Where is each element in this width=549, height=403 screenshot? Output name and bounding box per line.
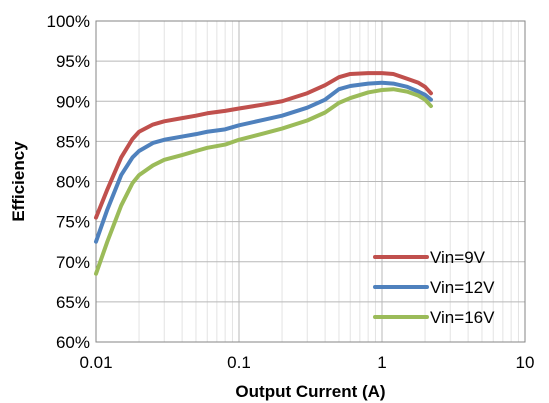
legend-label-1: Vin=9V xyxy=(430,248,486,267)
x-tick-label: 0.1 xyxy=(227,353,251,372)
x-axis-title: Output Current (A) xyxy=(235,382,385,401)
y-tick-labels: 60% 65% 70% 75% 80% 85% 90% 95% 100% xyxy=(47,12,90,352)
series-line-3 xyxy=(94,87,433,276)
x-tick-labels: 0.01 0.1 1 10 xyxy=(79,353,534,372)
y-tick-label: 90% xyxy=(56,92,90,111)
x-tick-label: 1 xyxy=(377,353,386,372)
legend-label-2: Vin=12V xyxy=(430,278,495,297)
legend: Vin=9V Vin=12V Vin=16V xyxy=(373,248,495,327)
x-tick-label: 0.01 xyxy=(79,353,112,372)
y-tick-label: 65% xyxy=(56,293,90,312)
y-tick-label: 95% xyxy=(56,52,90,71)
y-tick-label: 75% xyxy=(56,213,90,232)
legend-label-3: Vin=16V xyxy=(430,308,495,327)
y-tick-label: 60% xyxy=(56,333,90,352)
y-tick-label: 100% xyxy=(47,12,90,31)
y-tick-label: 85% xyxy=(56,132,90,151)
series-line-1 xyxy=(94,71,433,220)
plot-area-frame xyxy=(95,20,526,343)
y-tick-label: 80% xyxy=(56,173,90,192)
series-line-2 xyxy=(94,80,433,244)
series-layer xyxy=(94,71,433,276)
y-tick-label: 70% xyxy=(56,253,90,272)
x-tick-label: 10 xyxy=(516,353,535,372)
y-axis-title: Efficiency xyxy=(9,141,28,222)
